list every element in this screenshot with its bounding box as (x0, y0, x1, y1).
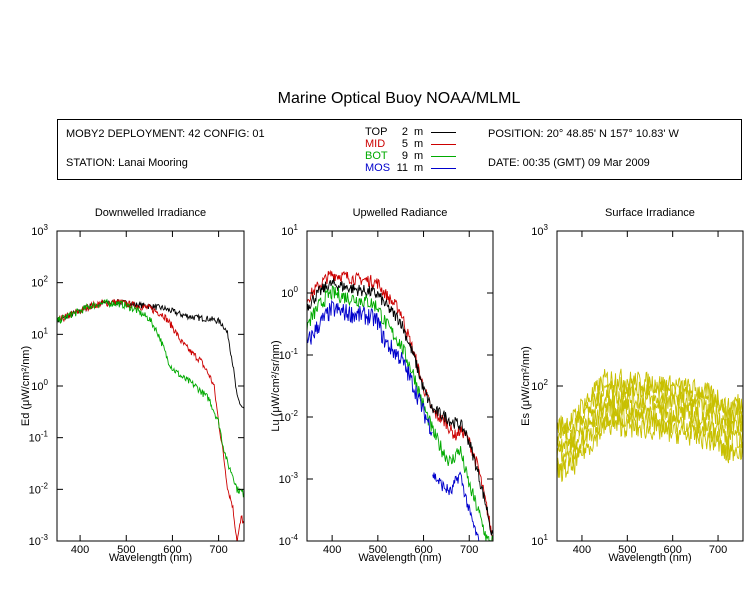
series-group (307, 269, 493, 541)
y-tick-label: 101 (531, 533, 548, 548)
y-tick-label: 101 (281, 223, 298, 238)
y-tick-label: 103 (531, 223, 548, 238)
legend-name: BOT (365, 150, 388, 162)
chart-3: 400 500 600 700 101 102 103 Surface Irradiance W… (520, 207, 744, 564)
legend-unit: m (414, 138, 424, 150)
legend-name: MID (365, 138, 386, 150)
y-tick-label: 102 (531, 378, 548, 393)
y-tick-label: 10-2 (29, 481, 49, 496)
legend-name: TOP (365, 126, 388, 138)
chart-2: 400 500 600 700 10-4 10-3 10-2 10-1 100 101 Upwell… (270, 207, 494, 564)
chart-title: Surface Irradiance (605, 207, 695, 219)
y-tick-label: 10-3 (279, 471, 299, 486)
x-tick-label: 500 (369, 544, 387, 556)
chart-1: 400 500 600 700 10-3 10-2 10-1 100 101 102 103 Down… (20, 207, 245, 564)
x-tick-label: 700 (460, 544, 478, 556)
date-text: DATE: 00:35 (GMT) 09 Mar 2009 (488, 157, 650, 169)
y-tick-label: 10-3 (29, 533, 49, 548)
x-tick-label: 500 (618, 544, 636, 556)
position-text: POSITION: 20° 48.85' N 157° 10.83' W (488, 128, 679, 140)
y-tick-label: 100 (31, 378, 48, 393)
x-tick-label: 400 (71, 544, 89, 556)
x-tick-label: 400 (323, 544, 341, 556)
x-tick-label: 600 (163, 544, 181, 556)
legend-depth: 9 (401, 150, 408, 162)
series-line-3 (557, 386, 743, 453)
legend-line (431, 132, 456, 133)
series-line-3 (307, 285, 493, 541)
legend-depth: 2 (401, 126, 408, 138)
series-group (557, 368, 743, 482)
series-line-2 (307, 278, 493, 536)
series-line-1 (57, 298, 244, 409)
x-axis-label: Wavelength (nm) (608, 552, 691, 564)
x-tick-label: 400 (573, 544, 591, 556)
x-axis-label: Wavelength (nm) (358, 552, 441, 564)
x-axis-label: Wavelength (nm) (109, 552, 192, 564)
plot-frame (306, 230, 494, 542)
y-tick-label: 10-2 (279, 409, 299, 424)
y-axis-label: Es (μW/cm²/nm) (520, 346, 532, 426)
legend-unit: m (414, 162, 424, 174)
station-text: STATION: Lanai Mooring (66, 157, 188, 169)
legend-unit: m (414, 150, 424, 162)
series-line-5 (557, 406, 743, 472)
y-tick-label: 101 (31, 326, 48, 341)
chart-title: Upwelled Radiance (353, 207, 448, 219)
legend-depth: 5 (401, 138, 408, 150)
series-line-6 (557, 415, 743, 482)
y-tick-label: 100 (281, 285, 298, 300)
legend-unit: m (414, 126, 424, 138)
legend-depth: 11 (396, 162, 408, 174)
series-line-3 (57, 298, 244, 498)
series-group (57, 298, 244, 541)
series-line-2 (557, 376, 743, 446)
page-title: Marine Optical Buoy NOAA/MLML (277, 90, 521, 107)
y-tick-label: 10-1 (279, 347, 299, 362)
y-axis-label: Lu (μW/cm²/sr/nm) (270, 340, 282, 431)
series-line-4 (307, 299, 433, 436)
x-tick-label: 700 (209, 544, 227, 556)
legend-name: MOS (365, 162, 391, 174)
y-tick-label: 102 (31, 275, 48, 290)
x-tick-label: 500 (117, 544, 135, 556)
y-axis-label: Ed (μW/cm²/nm) (20, 346, 32, 426)
deployment-text: MOBY2 DEPLOYMENT: 42 CONFIG: 01 (66, 128, 265, 140)
legend-line (431, 168, 456, 169)
plot-frame (56, 230, 245, 542)
y-tick-label: 10-1 (29, 430, 49, 445)
y-tick-label: 10-4 (279, 533, 299, 548)
legend-line (431, 156, 456, 157)
deployment-info-box: MOBY2 DEPLOYMENT: 42 CONFIG: 01 STATION:… (57, 119, 742, 180)
x-tick-label: 600 (664, 544, 682, 556)
legend-line (431, 144, 456, 145)
series-line-2 (57, 298, 244, 541)
x-tick-label: 600 (414, 544, 432, 556)
series-line-5 (432, 471, 480, 541)
series-line-4 (557, 395, 743, 463)
series-line-1 (307, 269, 493, 541)
y-tick-label: 103 (31, 223, 48, 238)
chart-title: Downwelled Irradiance (95, 207, 206, 219)
x-tick-label: 700 (709, 544, 727, 556)
